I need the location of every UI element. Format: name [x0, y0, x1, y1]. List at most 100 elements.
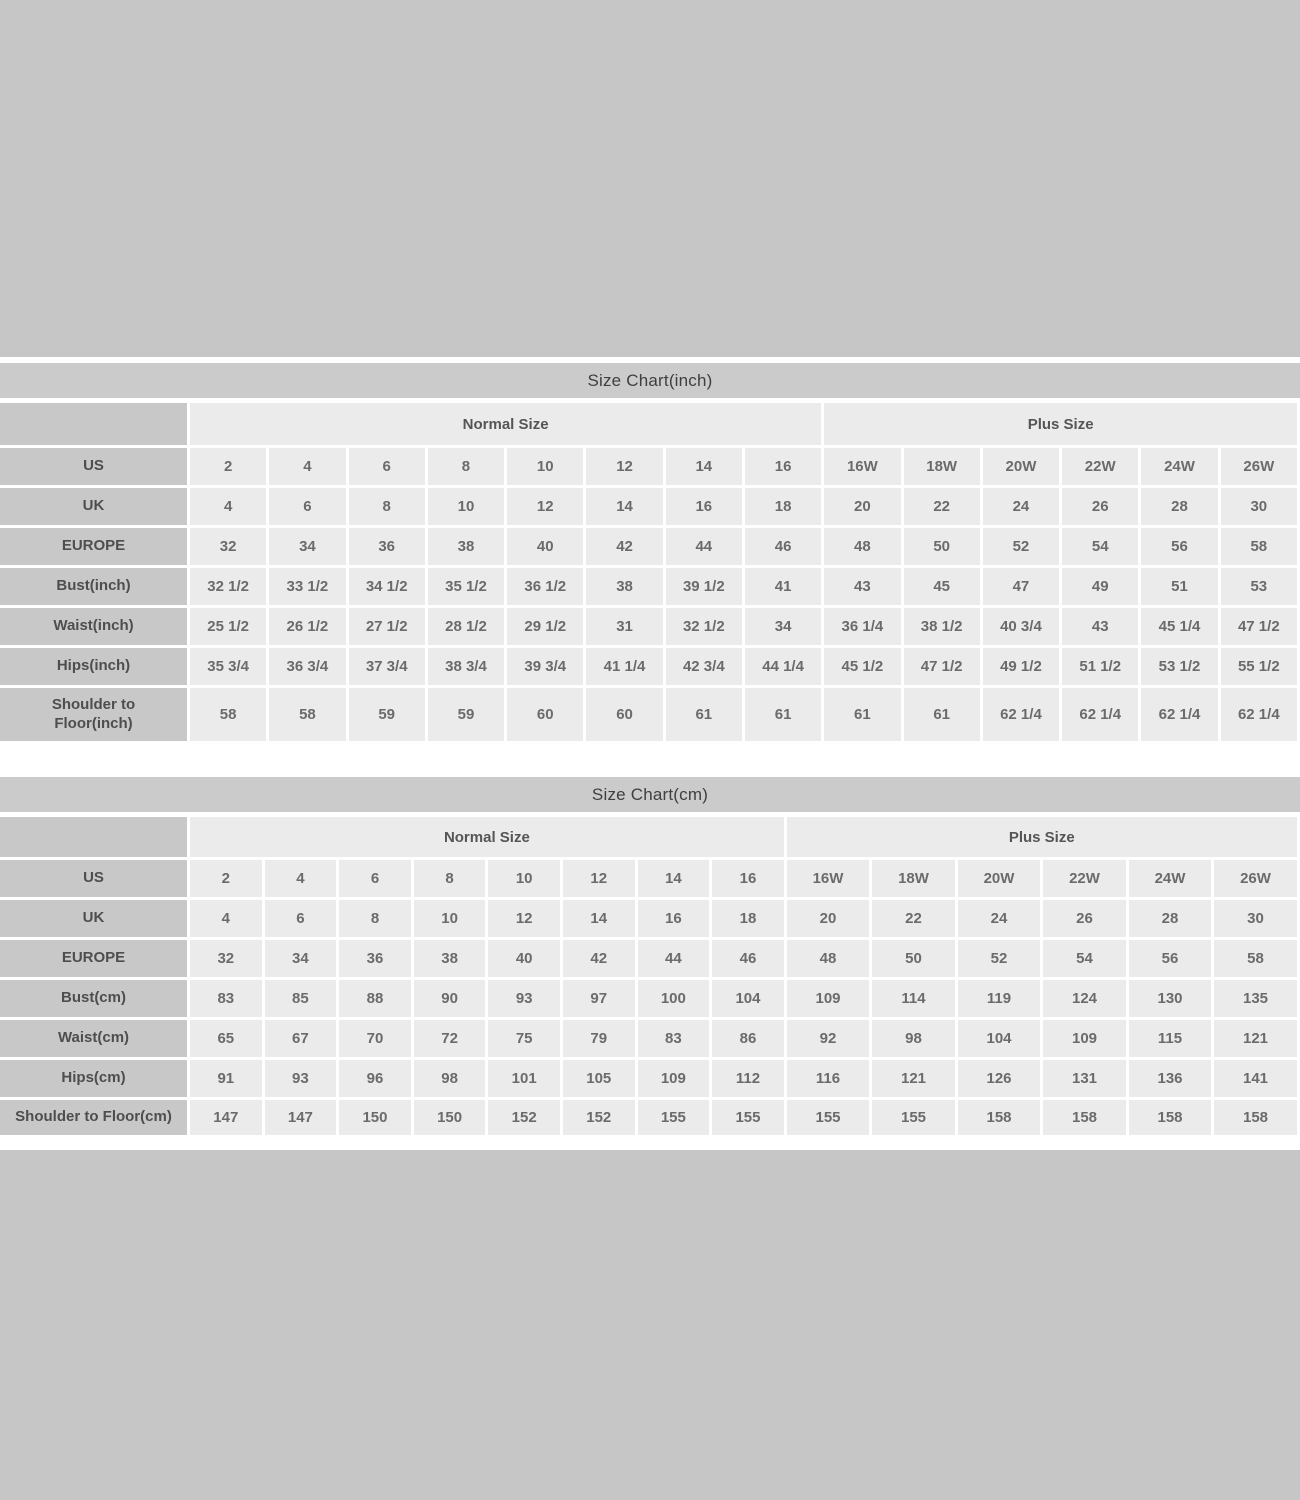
row-label: UK: [0, 488, 187, 525]
size-value-cell: 58: [189, 688, 267, 741]
size-value-cell: 105: [562, 1060, 635, 1097]
size-value-cell: 51 1/2: [1062, 648, 1139, 685]
size-value-cell: 36 3/4: [269, 648, 346, 685]
row-label: UK: [0, 900, 187, 937]
corner-cell: [0, 817, 187, 857]
size-value-cell: 43: [824, 568, 901, 605]
size-value-cell: 20: [786, 900, 870, 937]
size-value-cell: 38 1/2: [903, 608, 980, 645]
size-value-cell: 20W: [957, 860, 1041, 897]
size-value-cell: 112: [712, 1060, 784, 1097]
size-value-cell: 97: [562, 980, 635, 1017]
size-value-cell: 6: [269, 488, 346, 525]
normal-size-group-header: Normal Size: [190, 817, 784, 857]
size-value-cell: 29 1/2: [507, 608, 584, 645]
size-value-cell: 47 1/2: [903, 648, 980, 685]
size-value-cell: 42: [586, 528, 663, 565]
size-value-cell: 30: [1220, 488, 1297, 525]
size-value-cell: 6: [264, 900, 337, 937]
size-value-cell: 152: [488, 1100, 560, 1135]
row-label: EUROPE: [0, 528, 187, 565]
size-value-cell: 91: [190, 1060, 262, 1097]
size-value-cell: 155: [712, 1100, 784, 1135]
size-value-cell: 26: [1043, 900, 1126, 937]
size-value-cell: 150: [339, 1100, 411, 1135]
size-value-cell: 114: [872, 980, 955, 1017]
size-value-cell: 8: [348, 488, 425, 525]
size-value-cell: 40: [488, 940, 560, 977]
size-value-cell: 41 1/4: [586, 648, 663, 685]
size-value-cell: 32: [190, 940, 262, 977]
size-value-cell: 59: [427, 688, 505, 741]
size-value-cell: 158: [1043, 1100, 1126, 1135]
size-value-cell: 44: [665, 528, 742, 565]
size-chart-inch-section: Size Chart(inch) Normal Size Plus Size US 2…: [0, 363, 1300, 744]
row-label: US: [0, 448, 187, 485]
size-value-cell: 26: [1062, 488, 1139, 525]
size-value-cell: 130: [1128, 980, 1212, 1017]
row-label: Waist(cm): [0, 1020, 187, 1057]
table-row: Bust(inch) 32 1/2 33 1/2 34 1/2 35 1/2 36 1/2…: [0, 568, 1297, 605]
size-value-cell: 18W: [903, 448, 980, 485]
size-value-cell: 39 1/2: [665, 568, 742, 605]
size-value-cell: 56: [1128, 940, 1212, 977]
size-value-cell: 58: [269, 688, 346, 741]
size-value-cell: 135: [1214, 980, 1297, 1017]
size-value-cell: 54: [1062, 528, 1139, 565]
size-value-cell: 62 1/4: [1220, 688, 1297, 741]
size-value-cell: 34: [269, 528, 346, 565]
size-value-cell: 62 1/4: [1141, 688, 1218, 741]
size-value-cell: 36: [339, 940, 411, 977]
size-value-cell: 47 1/2: [1220, 608, 1297, 645]
size-value-cell: 46: [744, 528, 822, 565]
size-value-cell: 38: [586, 568, 663, 605]
size-value-cell: 36 1/2: [507, 568, 584, 605]
size-value-cell: 22W: [1043, 860, 1126, 897]
size-value-cell: 54: [1043, 940, 1126, 977]
size-value-cell: 58: [1214, 940, 1297, 977]
size-value-cell: 39 3/4: [507, 648, 584, 685]
size-value-cell: 12: [562, 860, 635, 897]
normal-size-group-header: Normal Size: [189, 403, 822, 445]
row-label: Waist(inch): [0, 608, 187, 645]
size-value-cell: 109: [1043, 1020, 1126, 1057]
size-value-cell: 45: [903, 568, 980, 605]
size-value-cell: 16: [744, 448, 822, 485]
row-label: Shoulder to Floor(inch): [0, 688, 187, 741]
size-value-cell: 34 1/2: [348, 568, 425, 605]
size-value-cell: 18: [744, 488, 822, 525]
size-value-cell: 8: [427, 448, 505, 485]
size-value-cell: 51: [1141, 568, 1218, 605]
size-value-cell: 124: [1043, 980, 1126, 1017]
row-label: Shoulder to Floor(cm): [0, 1100, 187, 1135]
row-label: Bust(cm): [0, 980, 187, 1017]
size-value-cell: 6: [348, 448, 425, 485]
size-value-cell: 12: [507, 488, 584, 525]
table-row: Waist(inch) 25 1/2 26 1/2 27 1/2 28 1/2 29 1/…: [0, 608, 1297, 645]
size-value-cell: 20: [824, 488, 901, 525]
size-value-cell: 116: [786, 1060, 870, 1097]
size-value-cell: 136: [1128, 1060, 1212, 1097]
size-value-cell: 18W: [872, 860, 955, 897]
plus-size-group-header: Plus Size: [786, 817, 1297, 857]
size-value-cell: 8: [339, 900, 411, 937]
size-chart-inch-title: Size Chart(inch): [0, 363, 1300, 398]
size-value-cell: 4: [190, 900, 262, 937]
size-value-cell: 35 3/4: [189, 648, 267, 685]
size-value-cell: 93: [264, 1060, 337, 1097]
size-value-cell: 30: [1214, 900, 1297, 937]
size-value-cell: 104: [957, 1020, 1041, 1057]
row-label: Bust(inch): [0, 568, 187, 605]
size-value-cell: 20W: [982, 448, 1060, 485]
size-value-cell: 14: [665, 448, 742, 485]
size-value-cell: 119: [957, 980, 1041, 1017]
table-row: Bust(cm) 83 85 88 90 93 97 100 104 109 114 119 124 13…: [0, 980, 1297, 1017]
size-value-cell: 2: [189, 448, 267, 485]
size-value-cell: 88: [339, 980, 411, 1017]
table-row: Hips(inch) 35 3/4 36 3/4 37 3/4 38 3/4 39 3/4…: [0, 648, 1297, 685]
size-value-cell: 131: [1043, 1060, 1126, 1097]
size-value-cell: 36 1/4: [824, 608, 901, 645]
size-value-cell: 92: [786, 1020, 870, 1057]
size-value-cell: 101: [488, 1060, 560, 1097]
size-value-cell: 83: [190, 980, 262, 1017]
